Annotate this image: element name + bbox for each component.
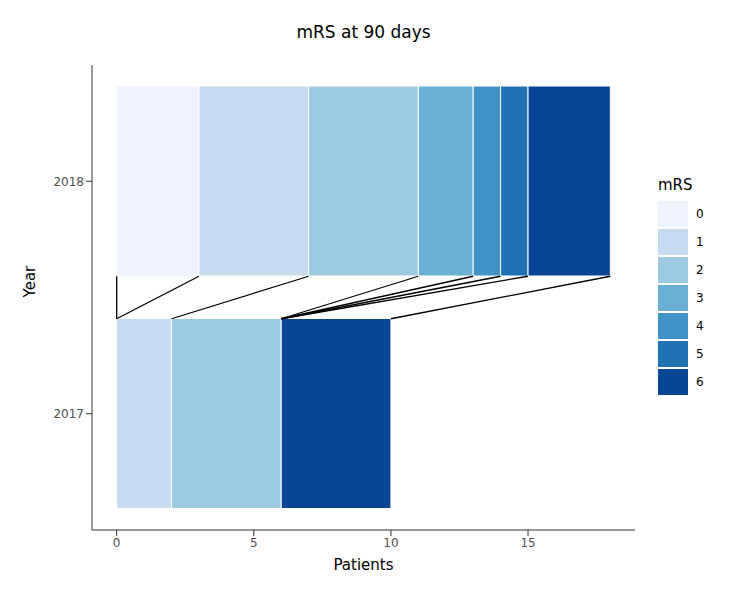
html-text:5: 5 — [696, 347, 704, 361]
svg-text:10: 10 — [383, 536, 398, 550]
svg-text:2017: 2017 — [53, 407, 84, 421]
html-text:0: 0 — [696, 207, 704, 221]
html-text:1: 1 — [696, 235, 704, 249]
html-text:3: 3 — [696, 291, 704, 305]
svg-text:5: 5 — [250, 536, 258, 550]
html-text:4: 4 — [696, 319, 704, 333]
svg-text:Year: Year — [21, 265, 39, 299]
svg-text:2018: 2018 — [53, 175, 84, 189]
svg-text:15: 15 — [520, 536, 535, 550]
html-text:mRS: mRS — [658, 176, 693, 194]
svg-text:Patients: Patients — [333, 556, 393, 574]
html-text:mRS at 90 days: mRS at 90 days — [296, 22, 431, 42]
html-text:6: 6 — [696, 375, 704, 389]
html-text:2: 2 — [696, 263, 704, 277]
svg-text:0: 0 — [113, 536, 121, 550]
